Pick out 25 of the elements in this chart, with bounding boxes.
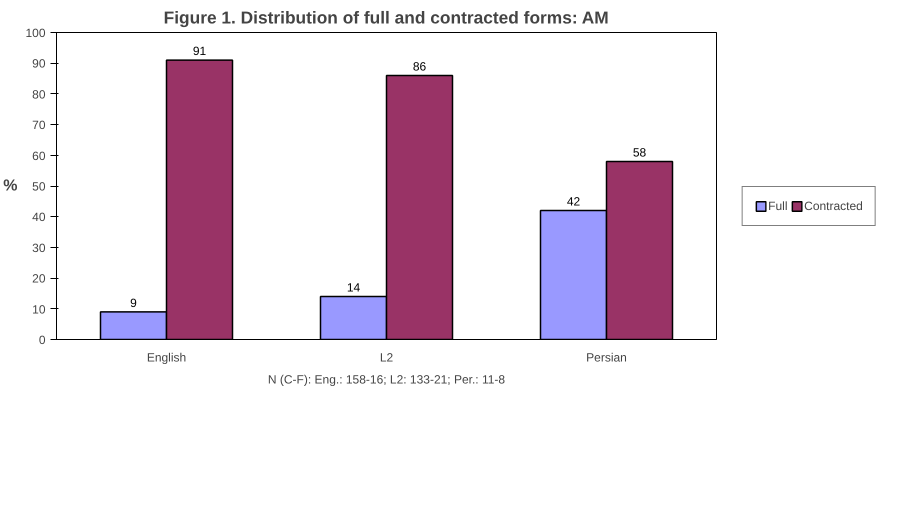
y-tick-label: 30 [32,240,46,255]
data-label: 42 [566,194,580,209]
data-label: 58 [632,145,646,160]
data-label: 91 [192,44,206,58]
x-tick-label: English [146,350,186,364]
y-axis-title: % [3,178,18,194]
y-tick-label: 80 [32,87,46,102]
y-tick-label: 0 [38,333,46,347]
chart-title: Figure 1. Distribution of full and contracted forms: AM [164,8,609,28]
x-tick-label: L2 [380,350,394,364]
y-tick-label: 10 [32,302,46,316]
legend-label: Contracted [804,199,863,213]
y-tick-label: 50 [32,180,46,194]
y-tick-label: 60 [32,148,46,163]
y-tick-label: 70 [32,118,46,132]
y-tick-label: 20 [32,272,46,286]
y-tick-label: 100 [25,26,46,40]
legend-label: Full [768,199,788,213]
x-tick-label: Persian [586,350,627,364]
x-axis-title: N (C-F): Eng.: 158-16; L2: 133-21; Per.: 11-8 [268,372,506,386]
data-label: 14 [346,280,360,295]
y-tick-label: 90 [32,56,46,71]
data-label: 9 [130,296,138,310]
y-tick-label: 40 [32,210,46,224]
data-label: 86 [412,59,426,74]
